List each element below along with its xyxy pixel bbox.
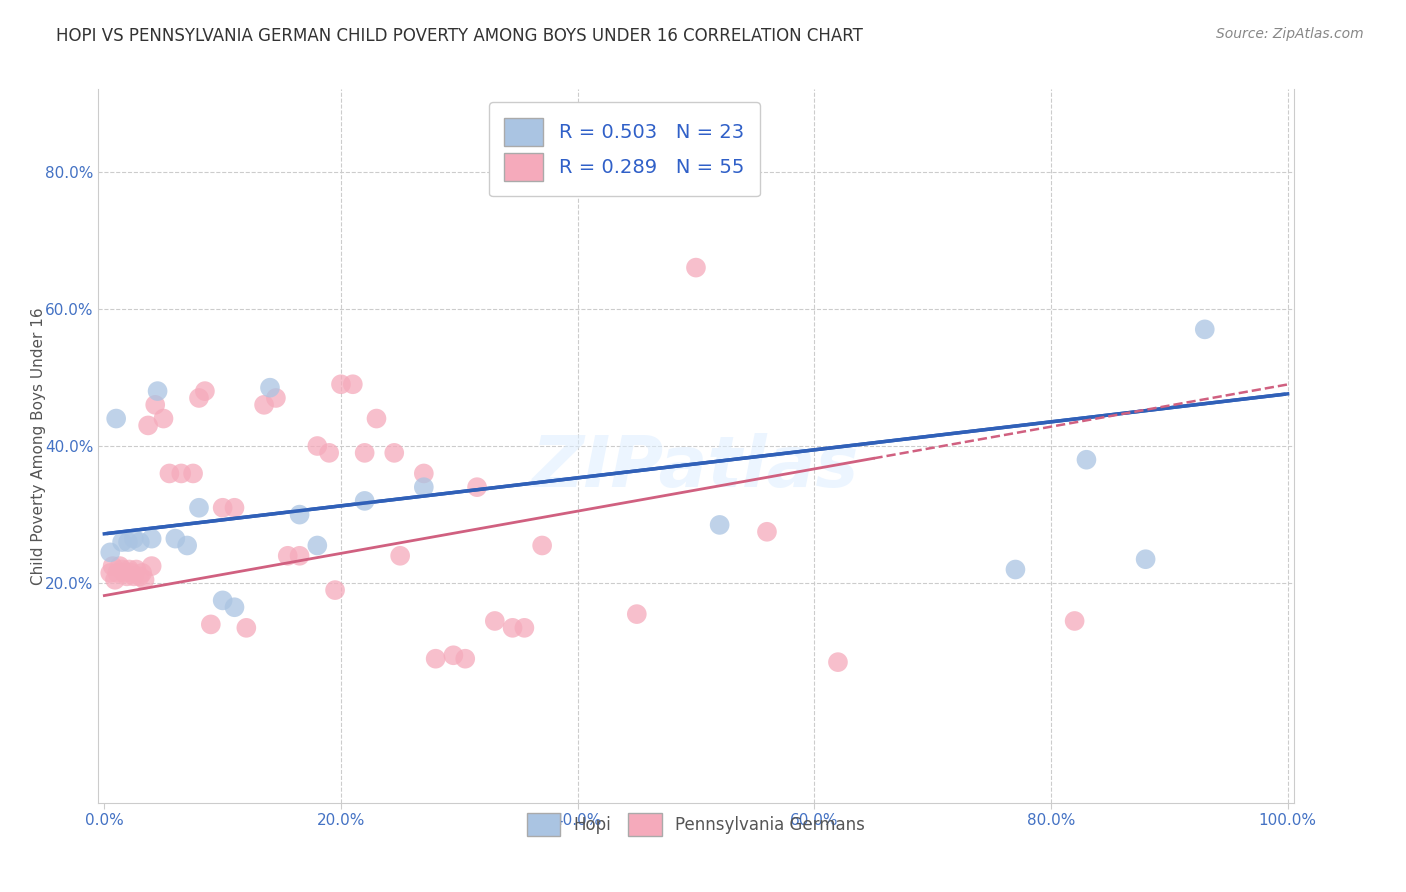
Point [141,559,163,574]
Point [353,446,375,460]
Point [122,569,145,583]
Point [288,549,311,563]
Point [101,559,124,574]
Point [122,532,145,546]
Point [382,446,405,460]
Legend: Hopi, Pennsylvania Germans: Hopi, Pennsylvania Germans [519,805,873,845]
Point [114,566,136,580]
Point [412,480,434,494]
Point [128,535,150,549]
Point [235,621,257,635]
Point [131,566,153,580]
Point [454,651,477,665]
Point [323,583,346,598]
Point [465,480,488,494]
Text: Source: ZipAtlas.com: Source: ZipAtlas.com [1216,27,1364,41]
Point [425,651,447,665]
Point [253,398,276,412]
Point [288,508,311,522]
Point [111,562,134,576]
Text: Child Poverty Among Boys Under 16: Child Poverty Among Boys Under 16 [31,307,46,585]
Point [211,593,233,607]
Point [134,573,156,587]
Point [136,418,159,433]
Point [146,384,169,398]
Point [1194,322,1216,336]
Point [224,600,246,615]
Point [117,535,139,549]
Point [98,566,121,580]
Point [330,377,353,392]
Point [194,384,217,398]
Point [264,391,287,405]
Point [307,539,329,553]
Point [115,569,138,583]
Point [98,545,121,559]
Point [152,411,174,425]
Point [188,500,211,515]
Point [170,467,193,481]
Point [307,439,329,453]
Point [176,539,198,553]
Point [827,655,849,669]
Point [143,398,166,412]
Point [125,562,148,576]
Point [200,617,222,632]
Point [165,532,187,546]
Point [157,467,180,481]
Point [441,648,464,663]
Point [128,569,150,583]
Point [104,573,127,587]
Point [105,411,128,425]
Point [412,467,434,481]
Point [318,446,340,460]
Point [353,494,375,508]
Text: ZIPatlas: ZIPatlas [533,433,859,502]
Point [277,549,299,563]
Point [484,614,506,628]
Point [1004,562,1026,576]
Point [224,500,246,515]
Point [108,559,131,574]
Point [502,621,524,635]
Point [121,566,143,580]
Point [709,517,731,532]
Point [366,411,388,425]
Point [105,566,128,580]
Point [141,532,163,546]
Point [181,467,204,481]
Point [118,562,141,576]
Text: HOPI VS PENNSYLVANIA GERMAN CHILD POVERTY AMONG BOYS UNDER 16 CORRELATION CHART: HOPI VS PENNSYLVANIA GERMAN CHILD POVERT… [56,27,863,45]
Point [626,607,648,621]
Point [1063,614,1085,628]
Point [1076,452,1098,467]
Point [259,381,281,395]
Point [111,535,134,549]
Point [342,377,364,392]
Point [531,539,554,553]
Point [685,260,707,275]
Point [211,500,233,515]
Point [755,524,778,539]
Point [188,391,211,405]
Point [1135,552,1157,566]
Point [513,621,536,635]
Point [389,549,412,563]
